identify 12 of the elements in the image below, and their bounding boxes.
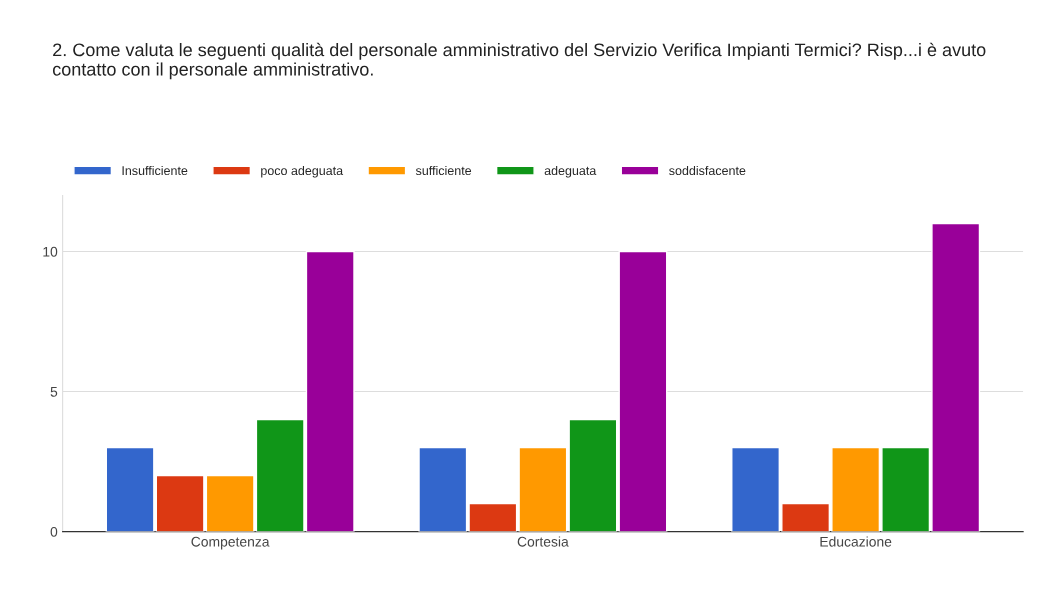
x-tick-label: Cortesia — [517, 536, 569, 547]
legend-label: Insufficiente — [122, 165, 188, 176]
legend-label: soddisfacente — [669, 165, 746, 176]
y-tick-label: 5 — [50, 387, 58, 397]
x-tick-label: Educazione — [820, 536, 892, 547]
legend-label: sufficiente — [415, 165, 472, 176]
x-tick-label: Competenza — [191, 536, 270, 550]
chart-title: 2. Come valuta le seguenti qualità del personale amministrativo del Servizio Verifica Impianti Termici? Risp...i è avuto contatto con il personale amministrativo. — [52, 42, 986, 80]
y-tick-label: 0 — [50, 526, 58, 537]
y-tick-label: 10 — [43, 246, 58, 257]
legend-label: adeguata — [544, 165, 597, 178]
legend-label: poco adeguata — [261, 165, 344, 178]
